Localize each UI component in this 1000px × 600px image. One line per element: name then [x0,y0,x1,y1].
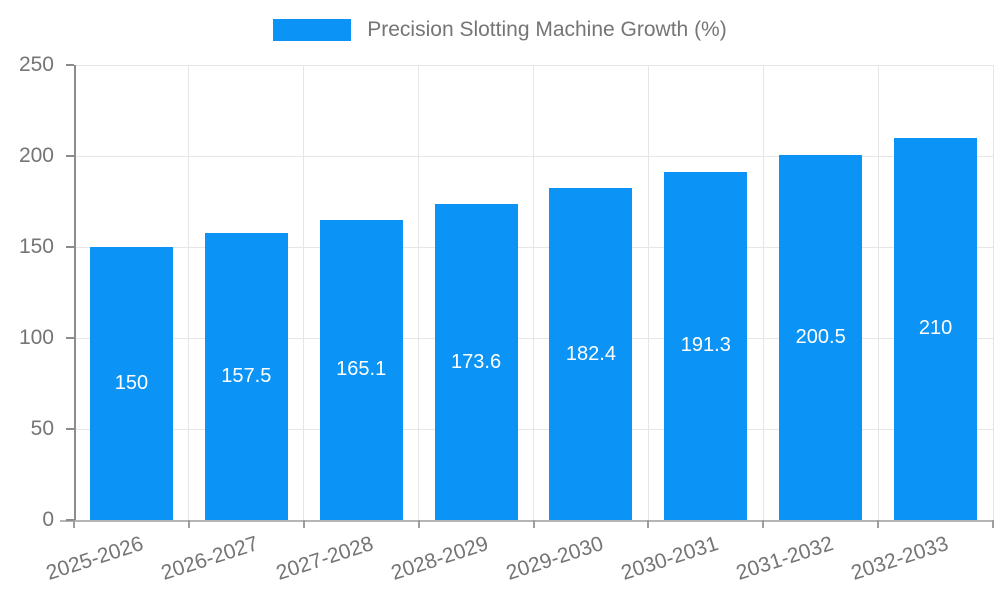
bar-2027-2028: 165.1 [319,219,403,520]
x-axis-tick [187,520,190,528]
x-axis-tick [302,520,305,528]
legend-label: Precision Slotting Machine Growth (%) [367,18,727,41]
bar-value-label: 191.3 [680,334,731,357]
x-axis-tick-label: 2028-2029 [388,532,492,585]
bar-value-label: 173.6 [451,350,502,373]
x-axis-baseline [60,520,993,522]
y-axis-tick [66,64,74,66]
x-axis-tick [532,520,535,528]
x-axis-tick [877,520,880,528]
bar-2028-2029: 173.6 [434,204,518,520]
y-axis-tick [66,519,74,521]
bar-value-label: 200.5 [795,326,846,349]
x-axis-tick [647,520,650,528]
bar-2030-2031: 191.3 [664,171,748,520]
x-axis-tick-label: 2026-2027 [158,532,262,585]
x-axis-tick-label: 2030-2031 [618,532,721,585]
x-axis-tick-label: 2029-2030 [503,532,607,585]
x-axis-tick-label: 2025-2026 [43,532,147,585]
v-gridline [647,65,649,520]
y-axis-tick-label: 100 [18,326,54,349]
bar-2029-2030: 182.4 [549,188,633,520]
legend-swatch-icon [273,19,352,41]
y-axis-tick-label: 150 [18,235,54,258]
bar-2026-2027: 157.5 [204,233,288,520]
bar-value-label: 165.1 [336,358,387,381]
y-axis-tick-label: 250 [18,53,54,76]
x-axis-tick-label: 2027-2028 [273,532,377,585]
bar-2025-2026: 150 [89,247,173,520]
x-axis-tick [992,520,994,528]
y-axis-line [74,65,76,520]
v-gridline [303,65,305,520]
x-axis-tick-label: 2032-2033 [848,532,951,585]
bar-value-label: 157.5 [221,365,272,388]
y-axis-tick-label: 50 [30,417,54,440]
x-axis-tick [417,520,420,528]
v-gridline [877,65,879,520]
x-axis-tick [762,520,765,528]
v-gridline [533,65,534,520]
y-axis-tick-label: 200 [18,144,54,167]
bar-value-label: 182.4 [565,342,616,365]
v-gridline [188,65,190,520]
bar-value-label: 210 [918,317,953,340]
y-axis-tick [66,428,74,430]
y-axis-tick [66,155,74,157]
chart-legend: Precision Slotting Machine Growth (%) [0,18,1000,42]
v-gridline [762,65,764,520]
bar-2031-2032: 200.5 [779,155,863,520]
y-axis-tick-label: 0 [42,508,54,531]
y-axis-tick [66,246,74,248]
v-gridline [418,65,420,520]
v-gridline [992,65,994,520]
bar-value-label: 150 [114,372,149,394]
bar-2032-2033: 210 [894,137,978,520]
x-axis-tick [73,520,75,528]
y-axis-tick [66,337,74,339]
plot-area: 150 157.5 165.1 173.6 182.4 191.3 200.5 210 [74,64,994,520]
x-axis-tick-label: 2031-2032 [733,532,836,585]
